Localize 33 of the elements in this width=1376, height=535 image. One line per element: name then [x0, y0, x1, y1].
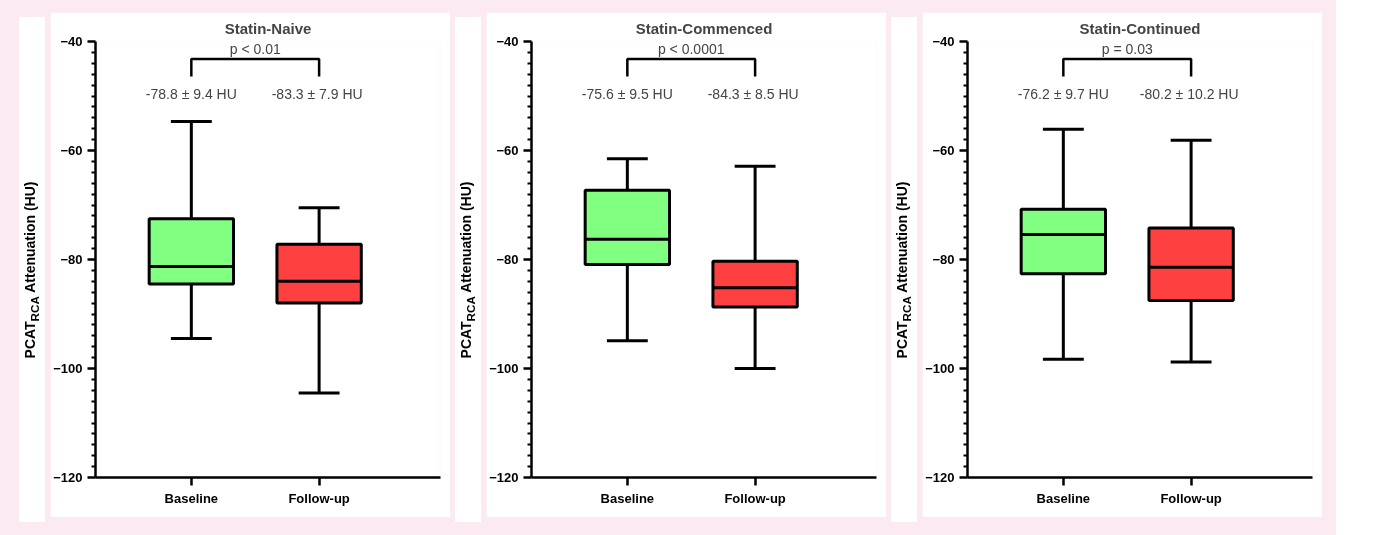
- y-tick-label: −60: [60, 143, 83, 158]
- annotation: -80.2 ± 10.2 HU: [1139, 85, 1239, 102]
- annotation: -83.3 ± 7.9 HU: [271, 85, 363, 102]
- annotation: p < 0.01: [229, 40, 281, 57]
- y-tick-label: −80: [496, 252, 519, 267]
- y-tick-label: −120: [925, 470, 955, 485]
- y-tick-label: −40: [60, 34, 83, 49]
- y-tick-label: −40: [932, 34, 955, 49]
- y-tick-label: −60: [932, 143, 955, 158]
- annotation: -78.8 ± 9.4 HU: [145, 85, 237, 102]
- y-tick-label: −80: [932, 252, 955, 267]
- y-tick-label: −80: [60, 252, 83, 267]
- y-tick-label: −120: [53, 470, 83, 485]
- y-tick-label: −100: [925, 361, 955, 376]
- x-tick-label: Follow-up: [288, 490, 350, 506]
- annotation: p = 0.03: [1101, 40, 1153, 57]
- x-tick-label: Baseline: [600, 490, 655, 506]
- annotation: -84.3 ± 8.5 HU: [707, 85, 799, 102]
- chart-title: Statin-Continued: [1079, 19, 1201, 37]
- y-tick-label: −40: [496, 34, 519, 49]
- chart-title: Statin-Naive: [224, 19, 312, 37]
- x-tick-label: Follow-up: [1160, 490, 1222, 506]
- x-tick-label: Follow-up: [724, 490, 786, 506]
- y-tick-label: −120: [489, 470, 519, 485]
- x-tick-label: Baseline: [1036, 490, 1091, 506]
- y-tick-label: −100: [489, 361, 519, 376]
- x-tick-label: Baseline: [164, 490, 219, 506]
- annotation: -76.2 ± 9.7 HU: [1017, 85, 1109, 102]
- chart-title: Statin-Commenced: [635, 19, 773, 37]
- y-tick-label: −100: [53, 361, 83, 376]
- annotation: p < 0.0001: [657, 40, 725, 57]
- y-tick-label: −60: [496, 143, 519, 158]
- annotation: -75.6 ± 9.5 HU: [581, 85, 673, 102]
